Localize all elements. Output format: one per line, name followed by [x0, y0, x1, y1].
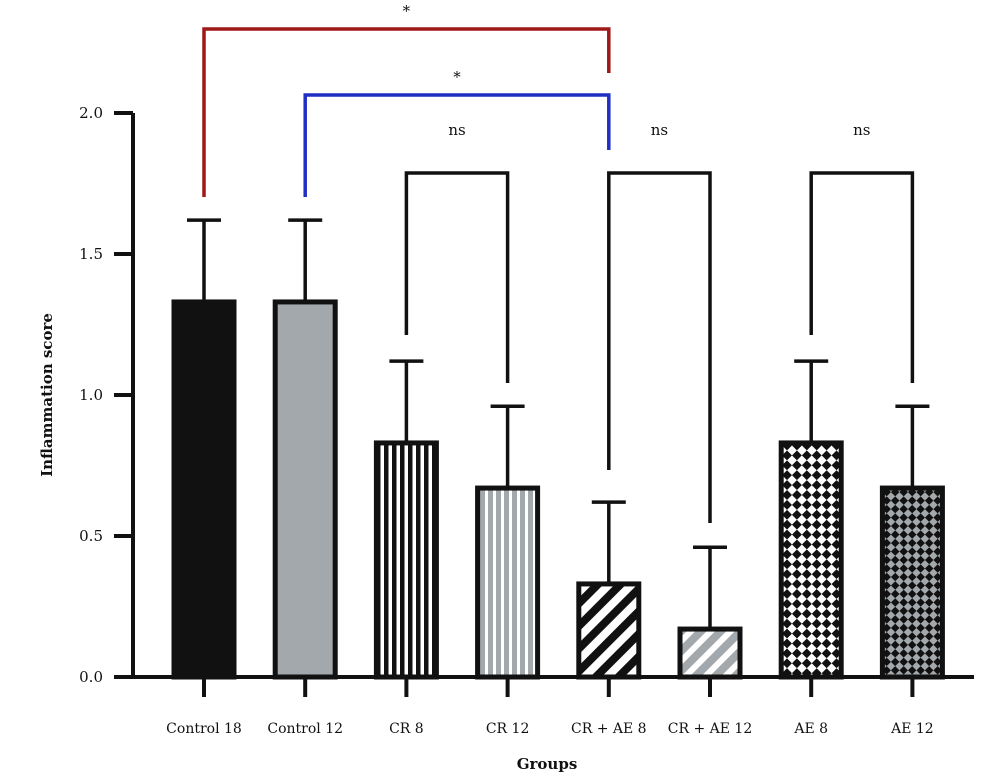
category-label: AE 8	[793, 721, 828, 737]
error-bars	[187, 218, 930, 630]
category-label: CR 8	[389, 721, 424, 737]
category-label: AE 12	[890, 721, 934, 737]
ticks: 0.0 0.5 1.0 1.5 2.0	[79, 104, 915, 697]
significance-bracket	[607, 171, 712, 523]
category-label: CR + AE 8	[571, 721, 647, 737]
significance-bracket	[809, 171, 915, 383]
category-labels: Control 18 Control 12 CR 8 CR 12 CR + AE 8 CR…	[166, 721, 934, 737]
significance-label: ns	[448, 121, 465, 139]
bar	[677, 626, 743, 680]
significance-label: ns	[853, 121, 870, 139]
bar	[272, 299, 338, 680]
category-label: CR + AE 12	[668, 721, 752, 737]
x-axis-title: Groups	[517, 755, 578, 773]
significance-bracket	[404, 171, 510, 383]
y-axis-title: Inflammation score	[38, 313, 56, 477]
y-tick-label: 1.0	[79, 386, 103, 404]
significance-label: *	[403, 2, 411, 20]
significance-bracket	[202, 27, 611, 197]
significance-label: ns	[651, 121, 668, 139]
bar	[475, 485, 541, 680]
y-tick-label: 1.5	[79, 245, 103, 263]
category-label: Control 18	[166, 721, 242, 737]
y-tick-label: 0.5	[79, 527, 103, 545]
category-label: Control 12	[267, 721, 343, 737]
bar	[171, 299, 237, 680]
significance-label: *	[453, 68, 461, 86]
bar	[576, 581, 642, 680]
bar	[879, 485, 945, 680]
bar	[373, 440, 439, 680]
significance-brackets: * * ns ns ns	[202, 2, 915, 523]
bar	[778, 440, 844, 680]
significance-bracket	[303, 93, 611, 197]
axes	[131, 113, 974, 679]
y-tick-label: 2.0	[79, 104, 103, 122]
category-label: CR 12	[486, 721, 530, 737]
y-tick-label: 0.0	[79, 668, 103, 686]
bars	[171, 299, 945, 680]
